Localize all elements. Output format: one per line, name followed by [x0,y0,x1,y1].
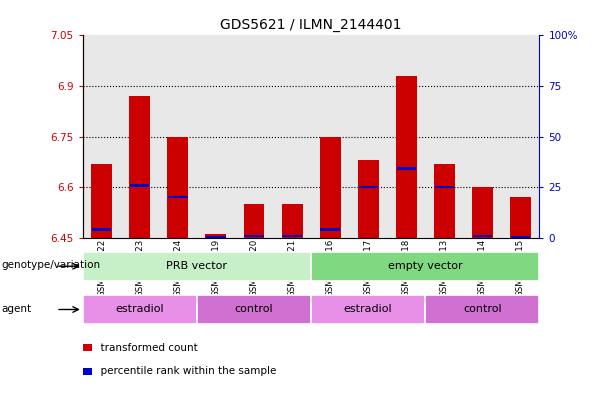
Text: estradiol: estradiol [344,305,392,314]
Bar [169,196,188,198]
Text: estradiol: estradiol [115,305,164,314]
Bar [167,136,188,238]
Bar [273,35,311,238]
Bar [121,35,159,238]
Bar [463,35,501,238]
Bar [321,228,340,231]
Title: GDS5621 / ILMN_2144401: GDS5621 / ILMN_2144401 [220,18,402,31]
Text: empty vector: empty vector [388,261,463,271]
Bar [129,96,150,238]
Bar [434,163,455,238]
Bar [472,187,493,238]
Bar [511,235,530,238]
Bar [319,136,341,238]
Bar [425,295,539,324]
Bar [387,35,425,238]
Bar [349,35,387,238]
Bar [83,252,311,281]
Text: genotype/variation: genotype/variation [1,260,101,270]
Bar [92,228,112,231]
Bar [197,295,311,324]
Bar [396,76,417,238]
Bar [425,35,463,238]
Text: percentile rank within the sample: percentile rank within the sample [94,366,276,376]
Bar [359,186,378,188]
Bar [501,35,539,238]
Bar [397,167,416,170]
Bar [197,35,235,238]
Bar [435,186,454,188]
Text: PRB vector: PRB vector [166,261,227,271]
Bar [91,163,112,238]
Bar [83,295,197,324]
Text: agent: agent [1,303,31,314]
Bar [245,235,264,237]
Bar [311,35,349,238]
Bar [510,197,531,238]
Bar [235,35,273,238]
Text: control: control [235,305,273,314]
Bar [281,204,303,238]
Bar [473,235,492,237]
Bar [159,35,197,238]
Text: transformed count: transformed count [94,343,198,353]
Bar [207,236,226,238]
Bar [283,235,302,237]
Bar [243,204,264,238]
Bar [311,295,425,324]
Text: control: control [463,305,501,314]
Bar [358,160,379,238]
Bar [205,234,226,238]
Bar [83,35,121,238]
Bar [130,184,150,187]
Bar [311,252,539,281]
